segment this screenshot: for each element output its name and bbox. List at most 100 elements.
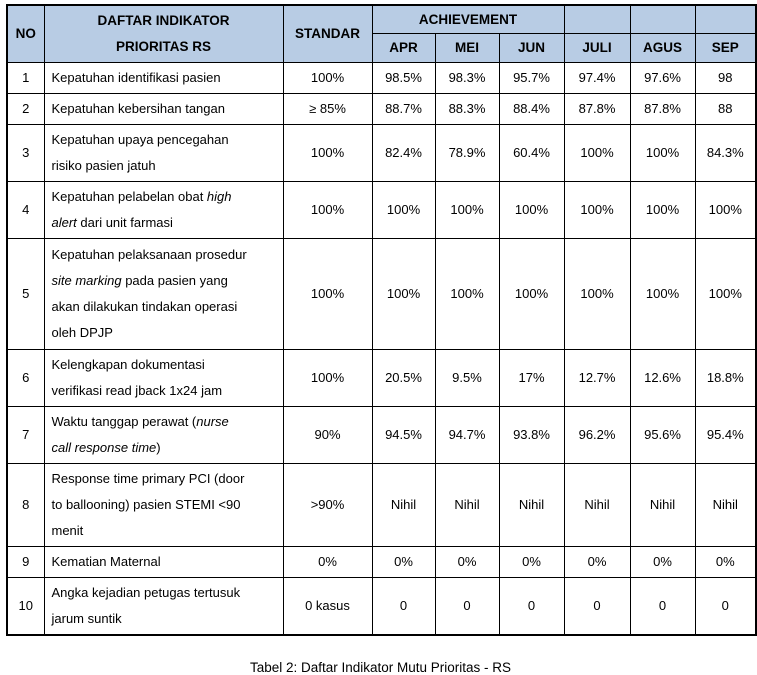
indicator-name: Waktu tanggap perawat (nurse call respons… bbox=[43, 405, 284, 464]
achievement-value: 88.4% bbox=[498, 92, 565, 125]
achievement-value: 12.7% bbox=[563, 348, 631, 407]
indicator-text: menit bbox=[51, 522, 84, 538]
row-number: 7 bbox=[6, 405, 45, 464]
table-row: 8 Response time primary PCI (door to ballo… bbox=[6, 462, 757, 547]
achievement-value: 60.4% bbox=[498, 123, 565, 182]
indicator-text: Kepatuhan pelabelan obat bbox=[51, 188, 207, 204]
achievement-value: 0 bbox=[371, 576, 436, 635]
table-row: 1 Kepatuhan identifikasi pasien 100% 98.5% 9… bbox=[6, 61, 757, 94]
header-month-jun: JUN bbox=[498, 32, 565, 63]
achievement-value: 100% bbox=[498, 237, 565, 350]
indicator-name: Kepatuhan kebersihan tangan bbox=[43, 92, 284, 125]
indicator-name: Kelengkapan dokumentasi verifikasi read j… bbox=[43, 348, 284, 407]
indicator-text: to ballooning) pasien STEMI <90 bbox=[51, 496, 241, 512]
achievement-value: 97.6% bbox=[629, 61, 696, 94]
standard-value: ≥ 85% bbox=[282, 92, 373, 125]
indicator-name: Angka kejadian petugas tertusuk jarum sun… bbox=[43, 576, 284, 635]
achievement-value: 0% bbox=[434, 545, 500, 578]
indicator-text-italic: high bbox=[206, 188, 232, 204]
indicator-text: Angka kejadian petugas tertusuk bbox=[51, 584, 241, 600]
indicator-name: Kepatuhan pelabelan obat high alert dari … bbox=[43, 180, 284, 239]
header-month-apr: APR bbox=[371, 32, 436, 63]
achievement-value: 97.4% bbox=[563, 61, 631, 94]
indicator-name: Kematian Maternal bbox=[43, 545, 284, 578]
achievement-value: Nihil bbox=[498, 462, 565, 547]
table-row: 2 Kepatuhan kebersihan tangan ≥ 85% 88.7% 88… bbox=[6, 92, 757, 125]
table-body: 1 Kepatuhan identifikasi pasien 100% 98.5% 9… bbox=[6, 61, 757, 635]
achievement-value: 100% bbox=[563, 237, 631, 350]
achievement-value: 18.8% bbox=[694, 348, 757, 407]
header-indicator: DAFTAR INDIKATOR PRIORITAS RS bbox=[43, 4, 284, 63]
achievement-value: 95.6% bbox=[629, 405, 696, 464]
achievement-value: 98.3% bbox=[434, 61, 500, 94]
standard-value: 0% bbox=[282, 545, 373, 578]
indicator-text: risiko pasien jatuh bbox=[51, 157, 156, 173]
achievement-value: 0 bbox=[498, 576, 565, 635]
achievement-value: Nihil bbox=[629, 462, 696, 547]
achievement-value: 100% bbox=[629, 180, 696, 239]
header-month-sep: SEP bbox=[694, 32, 757, 63]
table-row: 4 Kepatuhan pelabelan obat high alert dari… bbox=[6, 180, 757, 239]
row-number: 5 bbox=[6, 237, 45, 350]
indicator-table: NO DAFTAR INDIKATOR PRIORITAS RS STANDAR… bbox=[6, 4, 757, 636]
achievement-value: 98.5% bbox=[371, 61, 436, 94]
achievement-value: Nihil bbox=[694, 462, 757, 547]
achievement-value: 100% bbox=[434, 237, 500, 350]
achievement-value: 84.3% bbox=[694, 123, 757, 182]
indicator-text: verifikasi read jback 1x24 jam bbox=[51, 382, 223, 398]
indicator-text: oleh DPJP bbox=[51, 324, 113, 340]
achievement-value: 100% bbox=[434, 180, 500, 239]
table-row: 7 Waktu tanggap perawat (nurse call respon… bbox=[6, 405, 757, 464]
achievement-value: 96.2% bbox=[563, 405, 631, 464]
row-number: 10 bbox=[6, 576, 45, 635]
standard-value: 100% bbox=[282, 61, 373, 94]
header-achievement: ACHIEVEMENT bbox=[371, 4, 565, 34]
achievement-value: 100% bbox=[694, 180, 757, 239]
header-no: NO bbox=[6, 4, 45, 63]
standard-value: 100% bbox=[282, 180, 373, 239]
indicator-text: ) bbox=[156, 439, 161, 455]
indicator-name: Response time primary PCI (door to balloo… bbox=[43, 462, 284, 547]
indicator-text: Waktu tanggap perawat ( bbox=[51, 413, 197, 429]
row-number: 8 bbox=[6, 462, 45, 547]
achievement-value: 100% bbox=[371, 237, 436, 350]
achievement-value: 100% bbox=[563, 123, 631, 182]
achievement-value: 0% bbox=[498, 545, 565, 578]
indicator-text: pada pasien yang bbox=[121, 272, 228, 288]
indicator-name: Kepatuhan identifikasi pasien bbox=[43, 61, 284, 94]
indicator-text: Kepatuhan upaya pencegahan bbox=[51, 131, 229, 147]
table-row: 3 Kepatuhan upaya pencegahan risiko pasien… bbox=[6, 123, 757, 182]
achievement-value: 82.4% bbox=[371, 123, 436, 182]
indicator-text-italic: alert bbox=[51, 214, 77, 230]
indicator-text-italic: nurse bbox=[196, 413, 229, 429]
achievement-value: 87.8% bbox=[563, 92, 631, 125]
achievement-value: 98 bbox=[694, 61, 757, 94]
header-month-agus: AGUS bbox=[629, 32, 696, 63]
table-row: 10 Angka kejadian petugas tertusuk jarum s… bbox=[6, 576, 757, 635]
standard-value: 100% bbox=[282, 348, 373, 407]
header-row-months: APR MEI JUN JULI AGUS SEP bbox=[7, 32, 757, 63]
achievement-value: 0 bbox=[434, 576, 500, 635]
row-number: 9 bbox=[6, 545, 45, 578]
indicator-text-italic: site marking bbox=[51, 272, 122, 288]
indicator-name: Kepatuhan upaya pencegahan risiko pasien … bbox=[43, 123, 284, 182]
header-empty-juli bbox=[563, 4, 631, 34]
achievement-value: 88.3% bbox=[434, 92, 500, 125]
achievement-value: 12.6% bbox=[629, 348, 696, 407]
header-empty-sep bbox=[694, 4, 757, 34]
row-number: 4 bbox=[6, 180, 45, 239]
header-indicator-line1: DAFTAR INDIKATOR bbox=[97, 12, 230, 28]
table-row: 9 Kematian Maternal 0% 0% 0% 0% 0% 0% 0% bbox=[6, 545, 757, 578]
table-caption: Tabel 2: Daftar Indikator Mutu Prioritas… bbox=[249, 659, 512, 675]
achievement-value: Nihil bbox=[563, 462, 631, 547]
standard-value: >90% bbox=[282, 462, 373, 547]
indicator-text: Response time primary PCI (door bbox=[51, 470, 245, 486]
header-row-top: NO DAFTAR INDIKATOR PRIORITAS RS STANDAR… bbox=[6, 4, 757, 63]
achievement-value: 100% bbox=[629, 237, 696, 350]
row-number: 1 bbox=[6, 61, 45, 94]
row-number: 2 bbox=[6, 92, 45, 125]
indicator-text-italic: call response time bbox=[51, 439, 157, 455]
achievement-value: 17% bbox=[498, 348, 565, 407]
standard-value: 100% bbox=[282, 123, 373, 182]
standard-value: 0 kasus bbox=[282, 576, 373, 635]
